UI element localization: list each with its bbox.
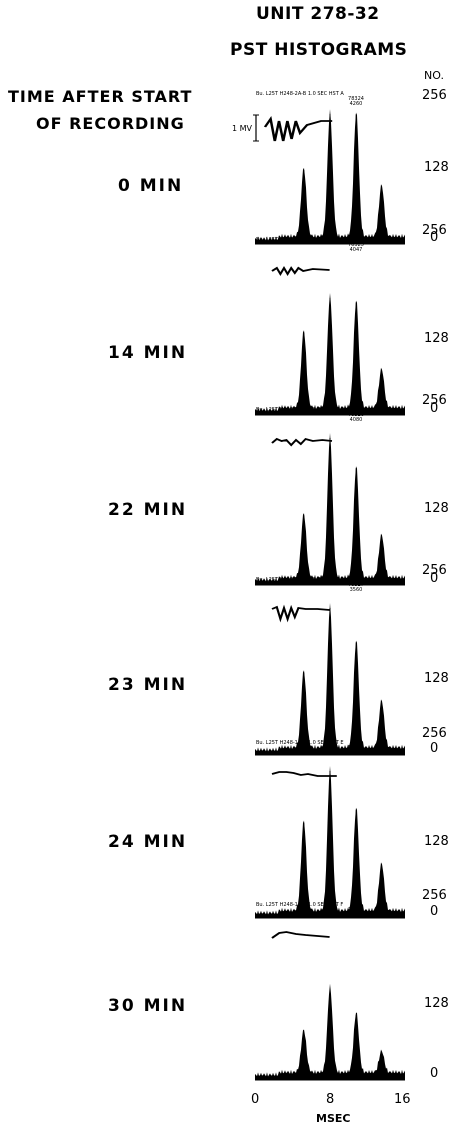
y-tick-0-4: 0 [430,904,439,919]
panel-meta-1: Bu. L25T H248-2A-B 1.0 SEC HST B 78325 404… [256,237,364,253]
panel-meta-sub1: 78329 [348,907,364,913]
panel-meta-3: Bu. L25T H248-1A-B 1.0 SEC HST D 78327 356… [256,577,364,593]
time-label-0: 0 MIN [118,176,184,196]
time-label-line2: OF RECORDING [36,114,185,133]
time-label-4: 24 MIN [108,832,188,852]
panel-meta-5: Bu. L25T H248-1A-B 1.0 SEC HST F 78329 267… [256,902,364,918]
x-tick-16: 16 [394,1092,411,1107]
panel-meta-sub1: 78327 [348,582,364,588]
scale-bar [253,114,259,142]
panel-meta-line: Bu. L25T H248-2A-B 1.0 SEC HST A [256,91,344,97]
y-tick-128-0: 128 [424,160,449,175]
panel-meta-line: Bu. L25T H248-1A-B 1.0 SEC HST F [256,902,344,908]
y-tick-256-2: 256 [422,393,447,408]
panel-meta-sub2: 2676 [349,912,363,918]
count-axis-label: NO. [424,69,444,82]
panel-meta-sub1: 78325 [348,242,364,248]
figure-title-line1: UNIT 278-32 [256,4,380,24]
x-tick-8: 8 [326,1092,335,1107]
histogram-0 [255,109,405,245]
panel-meta-line: Bu. L25T H248-2A-B 1.0 SEC HST B [256,237,344,243]
x-tick-0: 0 [251,1092,260,1107]
waveform-trace-4 [271,771,337,777]
panel-meta-sub1: 78326 [348,412,364,418]
waveform-trace-0 [263,115,333,142]
panel-meta-line: Bu. L25T H248-1A-B 1.0 SEC HST C [256,407,344,413]
histogram-4 [255,766,405,919]
y-tick-0-1: 0 [430,401,439,416]
scale-bar-label: 1 MV [232,124,253,133]
panel-meta-sub1: 78328 [348,745,364,751]
time-label-3: 23 MIN [108,675,188,695]
panel-meta-sub2: 4080 [349,417,363,423]
histogram-5 [255,983,405,1081]
waveform-trace-1 [271,265,330,277]
panel-meta-sub2: 3641 [349,750,363,756]
panel-meta-2: Bu. L25T H248-1A-B 1.0 SEC HST C 78326 408… [256,407,364,423]
y-tick-256-3: 256 [422,563,447,578]
panel-meta-line: Bu. L25T H248-1A-B 1.0 SEC HST E [256,740,344,746]
y-tick-128-5: 128 [424,996,449,1011]
panel-meta-sub1: 78324 [348,96,364,102]
histogram-1 [255,293,405,416]
waveform-trace-2 [271,437,333,447]
histogram-3 [255,603,405,756]
histogram-2 [255,433,405,586]
y-tick-256-1: 256 [422,223,447,238]
panel-meta-4: Bu. L25T H248-1A-B 1.0 SEC HST E 78328 364… [256,740,364,756]
y-tick-256-5: 256 [422,888,447,903]
y-tick-0-3: 0 [430,741,439,756]
time-label-2: 22 MIN [108,500,188,520]
figure-title-line2: PST HISTOGRAMS [230,40,408,60]
time-label-line1: TIME AFTER START [8,87,193,106]
y-tick-128-2: 128 [424,501,449,516]
panel-meta-0: Bu. L25T H248-2A-B 1.0 SEC HST A 78324 426… [256,91,364,107]
y-tick-128-1: 128 [424,331,449,346]
time-label-5: 30 MIN [108,996,188,1016]
y-tick-0-5: 0 [430,1066,439,1081]
y-tick-256-0: 256 [422,88,447,103]
y-tick-0-2: 0 [430,571,439,586]
panel-meta-sub2: 4047 [349,247,363,253]
y-tick-256-4: 256 [422,726,447,741]
panel-meta-line: Bu. L25T H248-1A-B 1.0 SEC HST D [256,577,345,583]
y-tick-0-0: 0 [430,230,439,245]
y-tick-128-3: 128 [424,671,449,686]
time-label-1: 14 MIN [108,343,188,363]
y-tick-128-4: 128 [424,834,449,849]
waveform-trace-5 [271,931,330,939]
panel-meta-sub2: 4260 [349,101,363,107]
panel-meta-sub2: 3560 [349,587,363,593]
waveform-trace-3 [271,604,330,623]
x-axis-label: MSEC [316,1112,351,1125]
